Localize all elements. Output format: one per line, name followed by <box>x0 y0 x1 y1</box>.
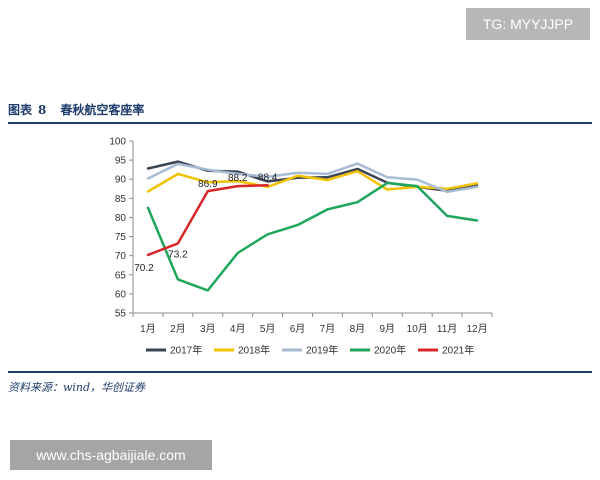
y-tick-label: 85 <box>115 194 127 205</box>
axes: 100 95 90 85 80 75 70 65 60 55 1月 2月 3月 4月 5月 6月 7月 8月 9月 1… <box>109 137 493 335</box>
legend-label: 2021年 <box>442 344 474 357</box>
source-note: 资料来源：wind，华创证券 <box>8 381 146 394</box>
legend-label: 2020年 <box>374 344 406 357</box>
figure-label: 图表 <box>8 103 33 117</box>
legend-item: 2021年 <box>418 344 474 357</box>
series-lines <box>146 160 479 292</box>
x-tick-label: 6月 <box>290 323 306 335</box>
data-labels: 70.2 73.2 86.9 88.2 88.4 <box>134 172 278 274</box>
x-tick-label: 7月 <box>320 323 336 335</box>
data-label: 86.9 <box>198 179 218 190</box>
y-tick-label: 90 <box>115 175 127 186</box>
y-tick-label: 70 <box>115 251 127 262</box>
legend-item: 2019年 <box>282 344 338 357</box>
figure-number: 8 <box>38 103 47 117</box>
bottom-rule <box>8 371 592 373</box>
x-tick-label: 9月 <box>380 323 396 335</box>
series-line-2020年 <box>146 181 479 292</box>
data-label: 70.2 <box>134 263 154 274</box>
x-tick-label: 1月 <box>140 323 156 335</box>
series-line-2019年 <box>146 162 479 194</box>
legend-label: 2017年 <box>170 344 202 357</box>
legend-label: 2019年 <box>306 344 338 357</box>
legend-item: 2018年 <box>214 344 270 357</box>
series-line-2018年 <box>146 169 479 193</box>
legend-label: 2018年 <box>238 344 270 357</box>
x-tick-label: 10月 <box>407 323 428 335</box>
series-line-2021年 <box>146 184 269 257</box>
top-rule <box>8 122 592 124</box>
data-label: 88.4 <box>258 172 278 183</box>
figure-title-text: 春秋航空客座率 <box>60 103 145 117</box>
y-tick-label: 55 <box>115 309 127 320</box>
y-tick-label: 95 <box>115 156 127 167</box>
figure-title: 图表 8 春秋航空客座率 <box>8 101 144 118</box>
legend: 2017年 2018年 2019年 2020年 2021年 <box>146 344 474 357</box>
x-tick-label: 11月 <box>437 323 457 335</box>
x-tick-label: 8月 <box>350 323 366 335</box>
watermark-bottom: www.chs-agbaijiale.com <box>10 440 212 470</box>
legend-item: 2017年 <box>146 344 202 357</box>
x-tick-label: 2月 <box>170 323 186 335</box>
data-label: 88.2 <box>228 173 248 184</box>
y-tick-label: 80 <box>115 213 127 224</box>
x-tick-label: 5月 <box>260 323 276 335</box>
x-tick-label: 4月 <box>230 323 246 335</box>
data-label: 73.2 <box>168 249 188 260</box>
watermark-top: TG: MYYJJPP <box>466 8 590 40</box>
y-tick-label: 65 <box>115 270 127 281</box>
y-tick-label: 60 <box>115 289 127 300</box>
y-tick-label: 100 <box>109 137 126 148</box>
legend-item: 2020年 <box>350 344 406 357</box>
y-tick-label: 75 <box>115 232 127 243</box>
x-tick-label: 12月 <box>466 323 487 335</box>
x-tick-label: 3月 <box>200 323 216 335</box>
